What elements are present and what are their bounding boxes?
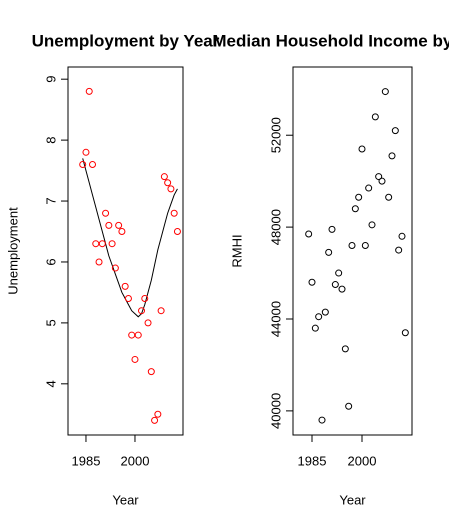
y-tick-label: 7 — [43, 197, 58, 204]
point — [164, 179, 172, 187]
x-tick-label: 2000 — [348, 453, 377, 468]
y-tick-label: 6 — [43, 258, 58, 265]
point — [365, 184, 373, 192]
point — [338, 285, 346, 293]
point — [170, 209, 178, 217]
point — [173, 228, 181, 236]
point — [118, 228, 126, 236]
point — [311, 324, 319, 332]
point — [308, 278, 316, 286]
point — [388, 152, 396, 160]
point — [141, 295, 149, 303]
point — [391, 127, 399, 135]
x-tick-label: 1985 — [72, 453, 101, 468]
point — [95, 258, 103, 266]
trend-line — [82, 158, 178, 318]
point — [134, 331, 142, 339]
point — [111, 264, 119, 272]
point — [82, 148, 90, 156]
point — [351, 205, 359, 213]
y-tick-label: 4 — [43, 380, 58, 387]
point — [105, 221, 113, 229]
x-tick-label: 1985 — [298, 453, 327, 468]
point — [331, 281, 339, 289]
point — [335, 269, 343, 277]
point — [375, 173, 383, 181]
point — [102, 209, 110, 217]
point — [368, 221, 376, 229]
point — [144, 319, 152, 327]
y-tick-label: 5 — [43, 319, 58, 326]
point — [325, 248, 333, 256]
point — [115, 221, 123, 229]
point — [398, 232, 406, 240]
point — [355, 193, 363, 201]
point — [121, 282, 129, 290]
point — [85, 87, 93, 95]
point — [79, 160, 87, 168]
point — [98, 240, 106, 248]
plot-box — [67, 66, 184, 436]
point — [160, 173, 168, 181]
point — [358, 145, 366, 153]
point — [128, 331, 136, 339]
point — [361, 241, 369, 249]
point — [341, 345, 349, 353]
point — [124, 295, 132, 303]
point — [89, 160, 97, 168]
point — [318, 416, 326, 424]
y-axis-label: RMHI — [229, 234, 244, 267]
point — [345, 402, 353, 410]
y-axis-label: Unemployment — [5, 207, 20, 295]
y-tick-label: 48000 — [268, 209, 283, 245]
point — [371, 113, 379, 121]
point — [131, 355, 139, 363]
point — [321, 308, 329, 316]
x-axis-label: Year — [112, 492, 139, 507]
point — [154, 410, 162, 418]
x-axis-label: Year — [339, 492, 366, 507]
chart-title: Median Household Income by Year — [212, 31, 449, 50]
point — [147, 368, 155, 376]
y-tick-label: 52000 — [268, 117, 283, 153]
point — [167, 185, 175, 193]
y-tick-label: 40000 — [268, 393, 283, 429]
x-tick-label: 2000 — [121, 453, 150, 468]
point — [315, 313, 323, 321]
point — [108, 240, 116, 248]
point — [395, 246, 403, 254]
point — [138, 307, 146, 315]
point — [157, 307, 165, 315]
point — [401, 329, 409, 337]
y-tick-label: 44000 — [268, 301, 283, 337]
point — [381, 88, 389, 96]
point — [151, 416, 159, 424]
y-tick-label: 8 — [43, 136, 58, 143]
point — [348, 241, 356, 249]
point — [305, 230, 313, 238]
point — [92, 240, 100, 248]
chart-title: Unemployment by Year — [32, 31, 220, 50]
point — [328, 225, 336, 233]
y-tick-label: 9 — [43, 76, 58, 83]
point — [378, 177, 386, 185]
plot-box — [292, 66, 413, 436]
point — [385, 193, 393, 201]
